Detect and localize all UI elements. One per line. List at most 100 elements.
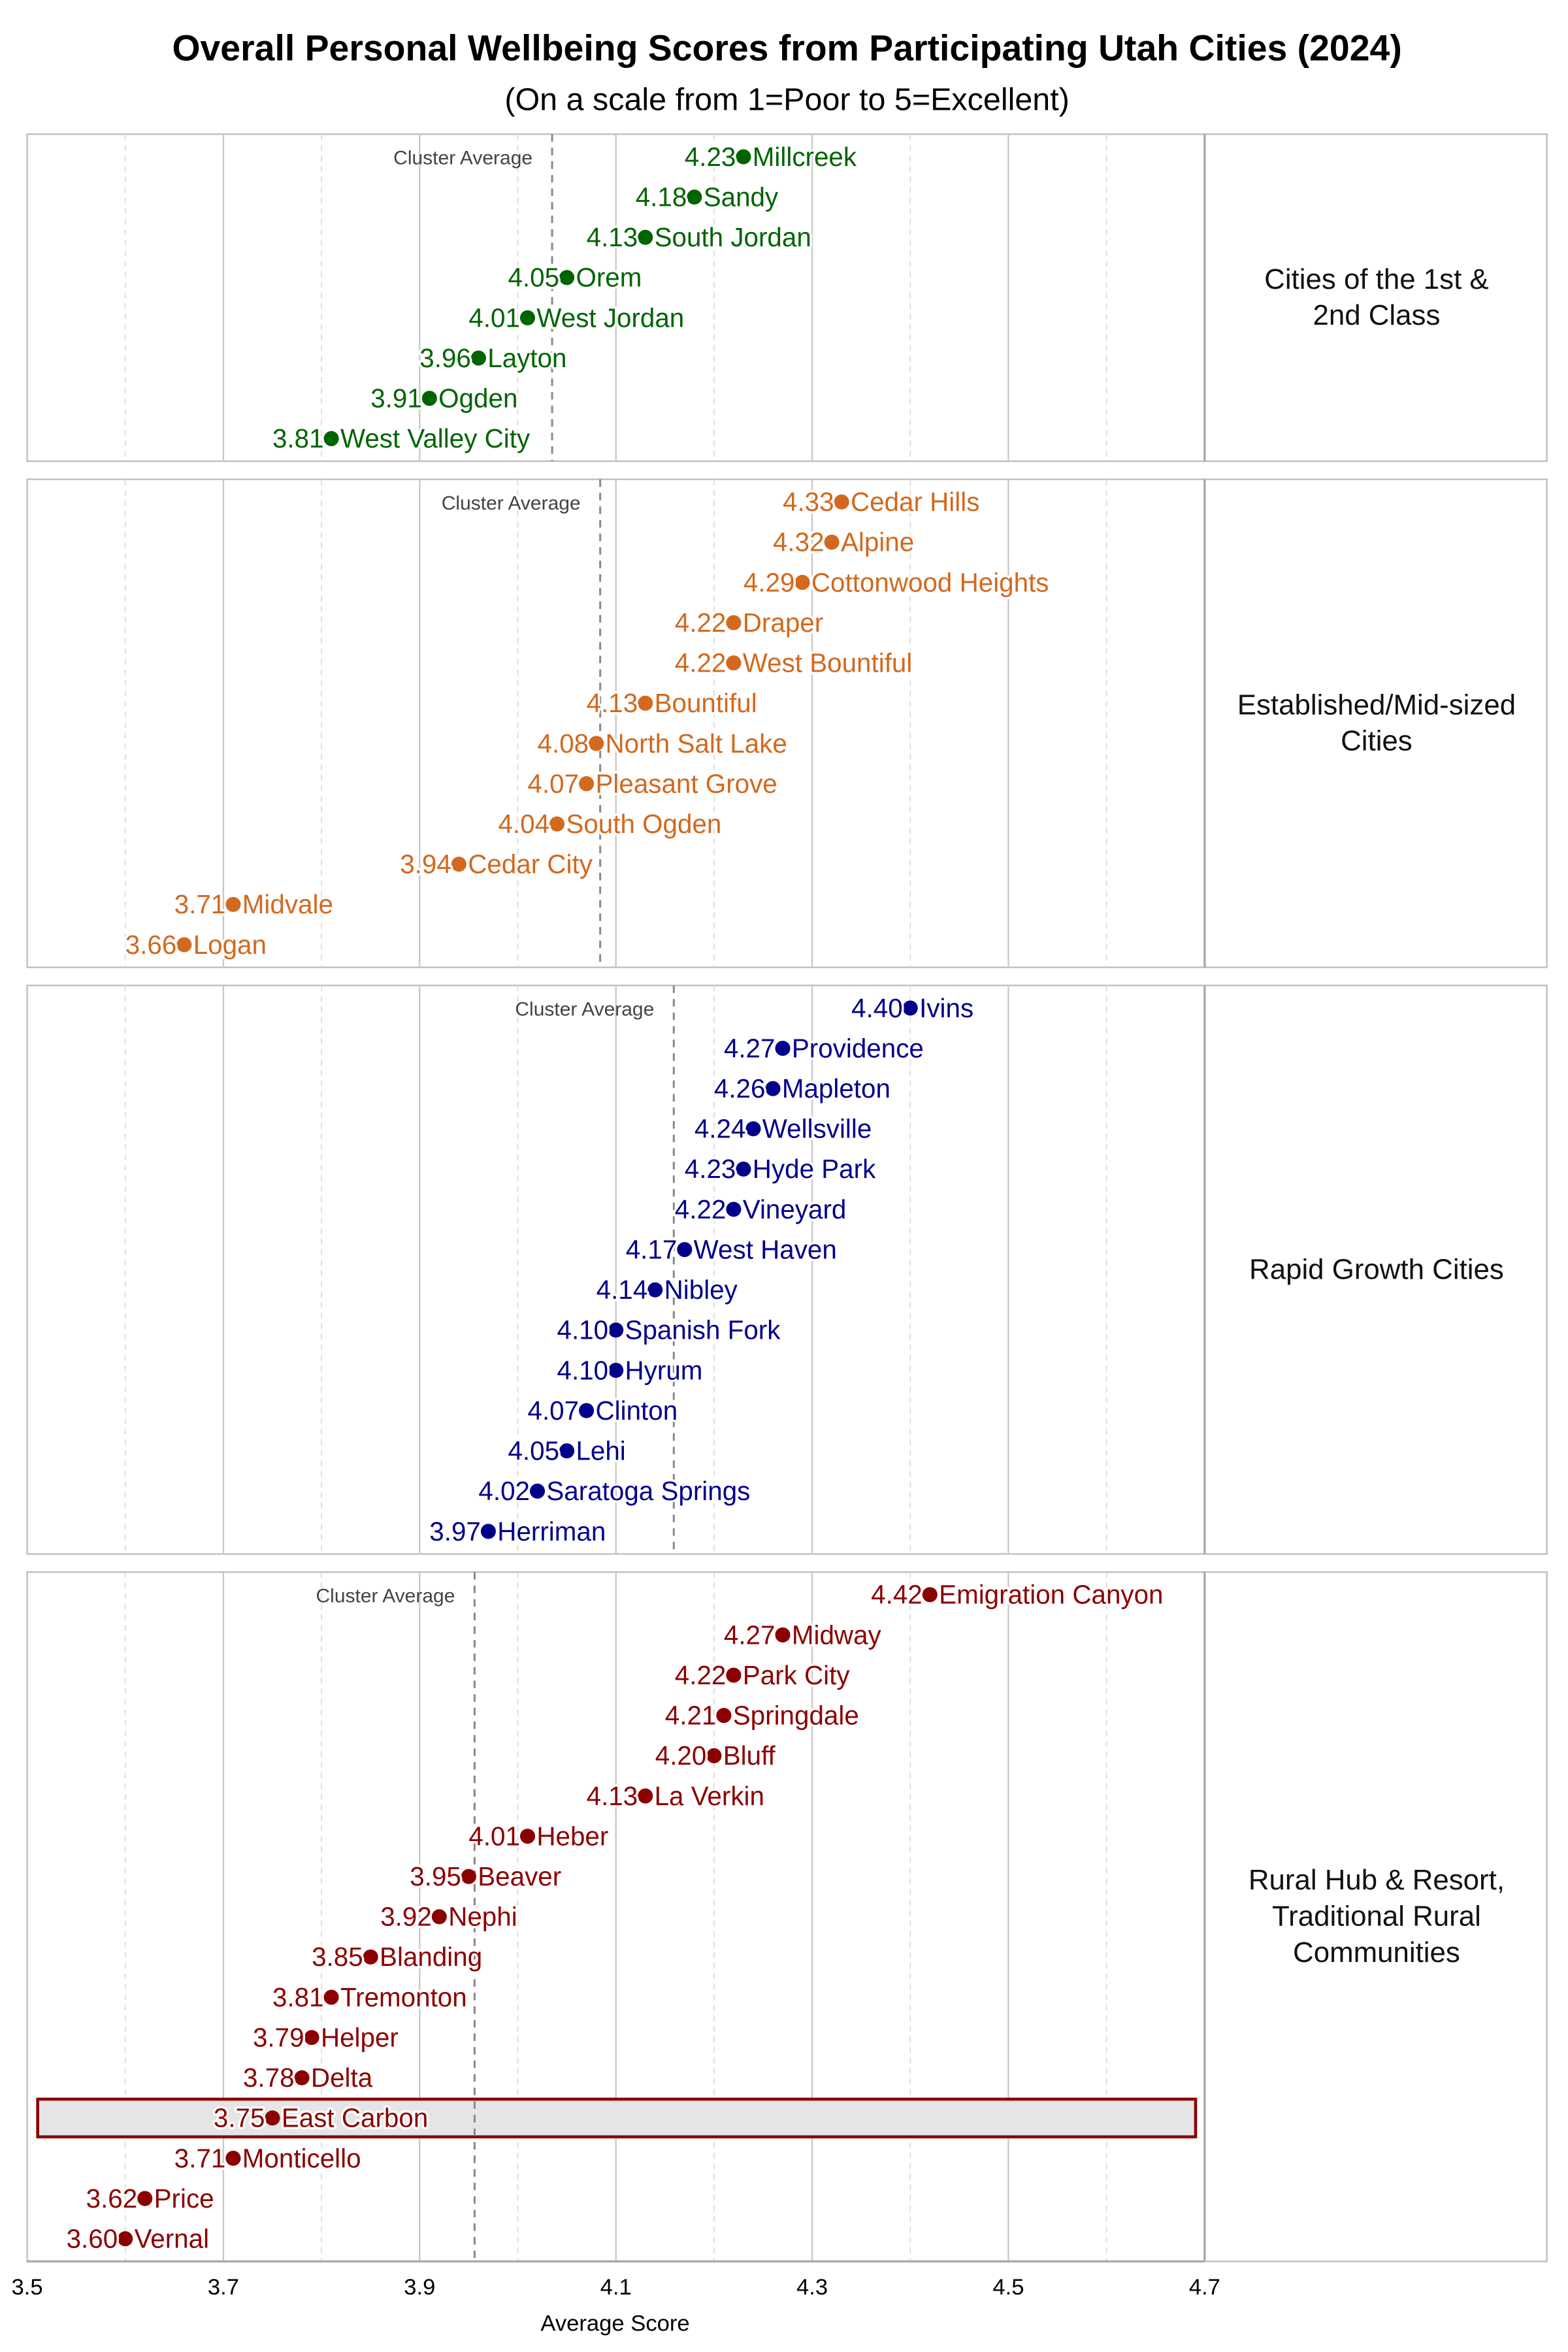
data-label-name: West Bountiful <box>743 648 913 678</box>
data-label-name: Logan <box>193 930 267 960</box>
data-point <box>638 695 653 711</box>
data-label-name: West Jordan <box>536 302 684 333</box>
data-point <box>118 2231 133 2247</box>
data-label-value: 4.10 <box>557 1355 609 1385</box>
data-point <box>638 1788 653 1804</box>
data-label-name: Vineyard <box>743 1194 847 1224</box>
data-label-name: Herriman <box>497 1516 606 1546</box>
data-point-group: 4.07 Pleasant Grove <box>525 766 779 801</box>
x-axis: 3.5 3.7 3.9 4.1 4.3 4.5 4.7 <box>11 2260 1220 2300</box>
data-point-group: 3.71 Midvale <box>172 887 335 922</box>
data-label-value: 3.71 <box>174 2143 226 2173</box>
data-label-name: Cedar Hills <box>851 487 979 517</box>
data-label-name: Monticello <box>242 2143 361 2173</box>
data-label-value: 3.75 <box>214 2103 265 2133</box>
data-label-value: 4.13 <box>587 688 638 718</box>
x-tick-label: 4.7 <box>1189 2275 1220 2300</box>
data-label-value: 4.05 <box>508 263 559 293</box>
data-point-group: 3.92 Nephi <box>378 1899 519 1934</box>
data-point-group: 3.96 Layton <box>417 340 569 375</box>
facet-label: Cities of the 1st & <box>1264 263 1488 295</box>
data-label-name: Alpine <box>841 527 914 557</box>
data-point <box>470 350 486 366</box>
data-label-value: 3.81 <box>272 1982 324 2012</box>
data-label-value: 3.78 <box>243 2063 295 2093</box>
data-label-value: 4.02 <box>478 1476 530 1506</box>
data-point <box>431 1909 447 1925</box>
data-label-name: Spanish Fork <box>625 1315 781 1345</box>
data-point-group: 4.01 West Jordan <box>466 301 687 335</box>
data-point-group: 4.22 Park City <box>672 1658 852 1692</box>
data-point-group: 4.10 Spanish Fork <box>555 1313 783 1347</box>
panel-frame <box>26 133 1548 463</box>
data-point-group: 4.20 Bluff <box>653 1739 778 1773</box>
data-point <box>736 149 751 165</box>
data-label-name: Hyrum <box>625 1355 703 1385</box>
data-label-value: 3.79 <box>253 2022 304 2052</box>
data-label-name: Hyde Park <box>753 1154 876 1184</box>
data-label-value: 3.66 <box>125 930 177 960</box>
data-point-group: 4.21 Springdale <box>662 1698 861 1733</box>
data-point <box>824 534 840 550</box>
data-point <box>922 1587 938 1603</box>
data-label-value: 3.97 <box>429 1516 481 1546</box>
cluster-average-label: Cluster Average <box>442 493 581 514</box>
data-point-group: 4.22 Vineyard <box>672 1192 849 1226</box>
data-label-value: 4.40 <box>851 993 903 1023</box>
data-point <box>559 1443 575 1459</box>
data-point <box>726 1201 742 1217</box>
data-point <box>579 1403 595 1418</box>
data-point <box>304 2030 319 2046</box>
data-point <box>834 494 849 510</box>
data-label-value: 3.71 <box>174 889 226 919</box>
data-label-value: 4.17 <box>626 1234 678 1264</box>
data-point <box>519 1829 536 1844</box>
data-label-name: Heber <box>536 1821 608 1851</box>
facet-label: Communities <box>1293 1936 1460 1968</box>
data-label-value: 4.07 <box>528 768 580 798</box>
data-point <box>225 2150 241 2166</box>
data-label-name: Nephi <box>448 1902 517 1932</box>
data-point-group: 3.94 Cedar City <box>398 847 595 881</box>
data-point <box>726 615 742 630</box>
x-tick-label: 3.7 <box>208 2275 239 2300</box>
data-label-name: Midway <box>792 1620 882 1650</box>
data-label-value: 4.07 <box>528 1396 580 1426</box>
data-point <box>323 1989 339 2005</box>
data-label-name: Price <box>154 2183 214 2213</box>
data-label-value: 4.13 <box>587 1781 638 1811</box>
facet-label: Rapid Growth Cities <box>1249 1253 1504 1285</box>
data-label-value: 4.23 <box>685 1154 736 1184</box>
data-point <box>638 229 653 245</box>
data-label-value: 4.04 <box>498 809 549 839</box>
data-label-name: Beaver <box>478 1861 561 1891</box>
data-label-name: Nibley <box>664 1275 738 1305</box>
data-point-group: 4.14 Nibley <box>594 1273 740 1307</box>
panel-4: Cluster Average 4.42 Emigration Canyon 4.27… <box>26 1571 1548 2262</box>
data-point <box>794 574 810 590</box>
data-label-name: Ivins <box>919 993 973 1023</box>
data-point-group: 4.22 Draper <box>672 605 825 640</box>
data-point-group: 4.22 West Bountiful <box>672 645 914 680</box>
data-label-name: Helper <box>321 2022 399 2052</box>
data-point <box>480 1524 496 1539</box>
data-label-value: 4.01 <box>468 1821 520 1851</box>
data-point <box>559 270 575 286</box>
data-point <box>363 1949 378 1965</box>
cluster-average-label: Cluster Average <box>515 998 654 1020</box>
data-label-value: 4.20 <box>655 1740 707 1771</box>
data-label-name: Draper <box>743 608 823 638</box>
data-point-group: 4.23 Hyde Park <box>682 1152 878 1186</box>
data-label-name: Sandy <box>704 182 779 212</box>
data-label-name: Mapleton <box>782 1073 890 1103</box>
data-point-group: 3.71 Monticello <box>172 2141 363 2176</box>
data-label-name: East Carbon <box>282 2103 428 2133</box>
highlight-box <box>36 2097 1198 2139</box>
data-point-group: 4.05 Orem <box>506 260 644 295</box>
data-point <box>421 391 437 406</box>
data-point-group: 4.23 Millcreek <box>682 139 859 174</box>
chart-title: Overall Personal Wellbeing Scores from P… <box>172 27 1401 68</box>
data-label-value: 4.29 <box>743 567 795 597</box>
